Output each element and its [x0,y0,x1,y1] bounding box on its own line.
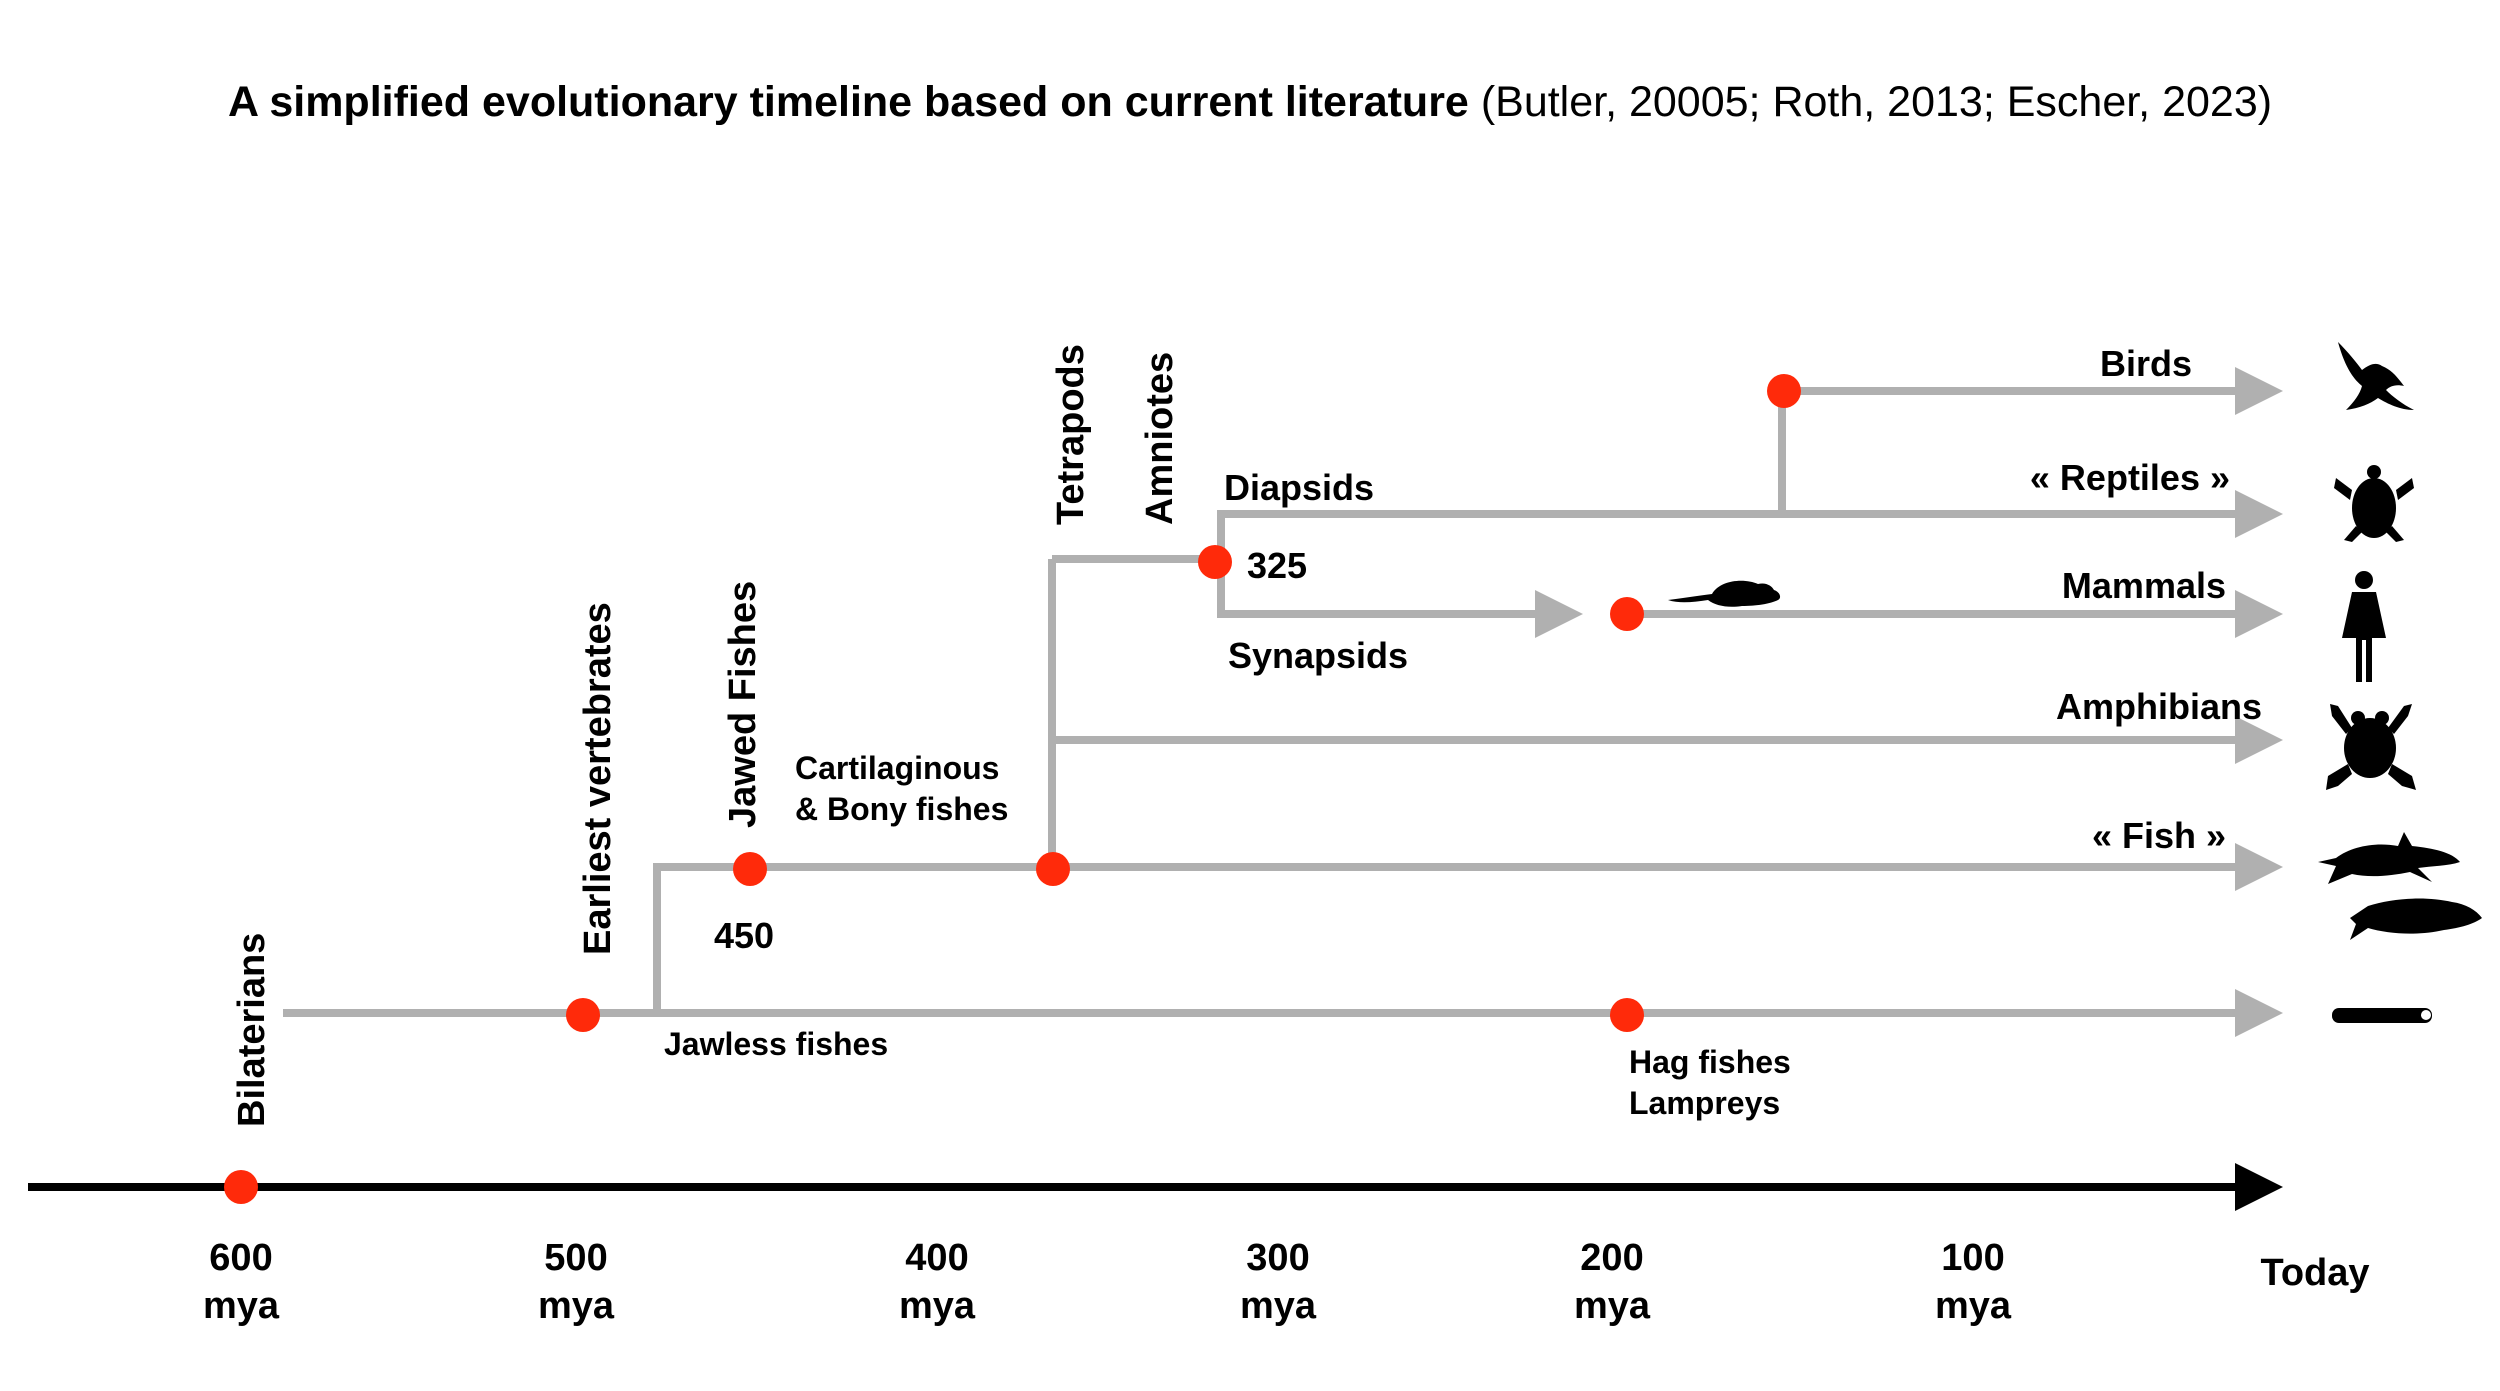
label-synapsids: Synapsids [1228,635,1408,676]
node-birds [1767,374,1801,408]
label-hagfish-1: Hag fishes [1629,1044,1791,1080]
date-450: 450 [714,915,774,956]
label-tetrapods: Tetrapods [1050,344,1092,525]
node-bilaterians [224,1170,258,1204]
date-325: 325 [1247,545,1307,586]
tick-500: 500 mya [538,1237,615,1327]
branch-jawed-stem [653,863,1052,1013]
label-mammals: Mammals [2062,565,2226,606]
human-icon [2342,571,2386,682]
label-cartilaginous-2: & Bony fishes [795,791,1008,827]
label-earliest-vertebrates: Earliest vertebrates [577,602,619,955]
trout-icon [2350,898,2482,940]
svg-text:mya: mya [203,1285,280,1327]
label-fish: « Fish » [2092,815,2226,856]
label-bilaterians: Bilaterians [231,933,273,1127]
node-amniotes [1198,545,1232,579]
label-birds: Birds [2100,343,2192,384]
label-diapsids: Diapsids [1224,467,1374,508]
svg-text:mya: mya [1574,1285,1651,1327]
svg-text:mya: mya [1240,1285,1317,1327]
tick-600: 600 mya [203,1237,280,1327]
tick-100: 100 mya [1935,1237,2012,1327]
tick-300: 300 mya [1240,1237,1317,1327]
bird-icon [2338,342,2414,410]
label-amniotes: Amniotes [1139,352,1181,525]
svg-text:200: 200 [1580,1237,1643,1279]
svg-text:mya: mya [538,1285,615,1327]
node-mammals [1610,597,1644,631]
label-jawless-fishes: Jawless fishes [664,1026,888,1062]
label-cartilaginous-1: Cartilaginous [795,750,999,786]
tick-200: 200 mya [1574,1237,1651,1327]
svg-text:500: 500 [544,1237,607,1279]
title-main: A simplified evolutionary timeline based… [227,78,1469,126]
svg-text:mya: mya [899,1285,976,1327]
svg-text:600: 600 [209,1237,272,1279]
svg-text:300: 300 [1246,1237,1309,1279]
lamprey-icon [2332,1008,2432,1023]
node-hagfish [1610,998,1644,1032]
node-earliest-vertebrates [566,998,600,1032]
title-citation: (Butler, 20005; Roth, 2013; Escher, 2023… [1480,78,2273,126]
diagram-title: A simplified evolutionary timeline based… [0,78,2500,127]
label-hagfish-2: Lampreys [1629,1085,1780,1121]
label-jawed-fishes: Jawed Fishes [722,581,764,828]
shark-icon [2318,832,2460,884]
tick-400: 400 mya [899,1237,976,1327]
svg-text:100: 100 [1941,1237,2004,1279]
frog-icon [2326,704,2416,790]
label-reptiles: « Reptiles » [2030,457,2230,498]
turtle-icon [2334,465,2414,542]
node-jawed-fishes [733,852,767,886]
node-tetrapods [1036,852,1070,886]
svg-text:mya: mya [1935,1285,2012,1327]
svg-text:400: 400 [905,1237,968,1279]
tick-today: Today [2260,1252,2369,1294]
label-amphibians: Amphibians [2056,686,2262,727]
rat-icon [1668,580,1781,607]
